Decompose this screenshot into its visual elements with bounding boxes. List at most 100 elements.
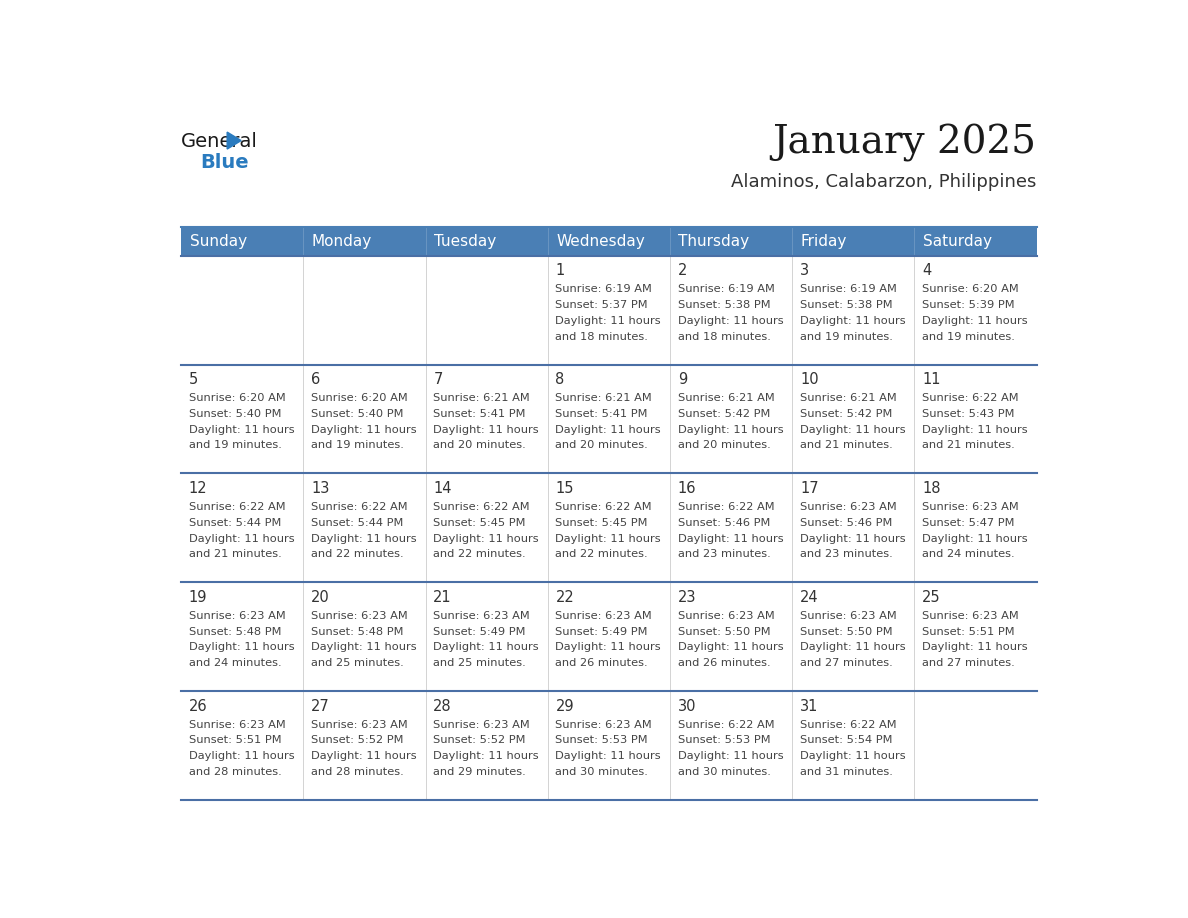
Text: and 23 minutes.: and 23 minutes. <box>800 549 892 559</box>
Text: Sunset: 5:52 PM: Sunset: 5:52 PM <box>434 735 526 745</box>
Text: 10: 10 <box>800 373 819 387</box>
Text: Sunset: 5:40 PM: Sunset: 5:40 PM <box>311 409 404 419</box>
Text: Sunset: 5:38 PM: Sunset: 5:38 PM <box>677 300 770 310</box>
Text: Blue: Blue <box>201 152 249 172</box>
Text: and 26 minutes.: and 26 minutes. <box>556 658 649 668</box>
Text: Daylight: 11 hours: Daylight: 11 hours <box>311 751 417 761</box>
Polygon shape <box>227 132 241 149</box>
Text: 19: 19 <box>189 590 207 605</box>
Text: Sunrise: 6:22 AM: Sunrise: 6:22 AM <box>434 502 530 512</box>
Text: Sunrise: 6:22 AM: Sunrise: 6:22 AM <box>677 502 775 512</box>
Text: Daylight: 11 hours: Daylight: 11 hours <box>556 316 661 326</box>
Text: Sunset: 5:53 PM: Sunset: 5:53 PM <box>556 735 649 745</box>
Text: and 23 minutes.: and 23 minutes. <box>677 549 771 559</box>
Text: Sunrise: 6:21 AM: Sunrise: 6:21 AM <box>556 393 652 403</box>
Text: Daylight: 11 hours: Daylight: 11 hours <box>189 643 295 653</box>
Text: Sunrise: 6:22 AM: Sunrise: 6:22 AM <box>189 502 285 512</box>
Text: 18: 18 <box>922 481 941 496</box>
Text: 20: 20 <box>311 590 330 605</box>
Text: General: General <box>181 131 258 151</box>
Text: 26: 26 <box>189 699 208 714</box>
Text: and 19 minutes.: and 19 minutes. <box>922 331 1015 341</box>
Text: Daylight: 11 hours: Daylight: 11 hours <box>556 533 661 543</box>
Text: and 20 minutes.: and 20 minutes. <box>556 441 649 451</box>
Text: 30: 30 <box>677 699 696 714</box>
Text: Sunset: 5:49 PM: Sunset: 5:49 PM <box>434 627 526 636</box>
Text: Sunrise: 6:23 AM: Sunrise: 6:23 AM <box>311 720 407 730</box>
Text: and 25 minutes.: and 25 minutes. <box>311 658 404 668</box>
Text: Daylight: 11 hours: Daylight: 11 hours <box>311 425 417 434</box>
Bar <box>181 474 1037 582</box>
Text: 12: 12 <box>189 481 208 496</box>
Text: Sunday: Sunday <box>190 234 247 249</box>
Text: Sunrise: 6:22 AM: Sunrise: 6:22 AM <box>311 502 407 512</box>
Text: Sunrise: 6:23 AM: Sunrise: 6:23 AM <box>189 610 285 621</box>
Text: 28: 28 <box>434 699 451 714</box>
Text: Sunrise: 6:23 AM: Sunrise: 6:23 AM <box>800 502 897 512</box>
Text: Daylight: 11 hours: Daylight: 11 hours <box>556 751 661 761</box>
Text: 25: 25 <box>922 590 941 605</box>
Text: Daylight: 11 hours: Daylight: 11 hours <box>800 643 905 653</box>
Text: Sunset: 5:45 PM: Sunset: 5:45 PM <box>434 518 526 528</box>
Text: Daylight: 11 hours: Daylight: 11 hours <box>434 425 539 434</box>
Text: and 24 minutes.: and 24 minutes. <box>922 549 1015 559</box>
Text: Sunrise: 6:23 AM: Sunrise: 6:23 AM <box>556 610 652 621</box>
Text: Sunrise: 6:22 AM: Sunrise: 6:22 AM <box>677 720 775 730</box>
Text: 24: 24 <box>800 590 819 605</box>
Text: Tuesday: Tuesday <box>434 234 497 249</box>
Text: Daylight: 11 hours: Daylight: 11 hours <box>800 425 905 434</box>
Text: and 21 minutes.: and 21 minutes. <box>800 441 892 451</box>
Text: and 22 minutes.: and 22 minutes. <box>434 549 526 559</box>
Text: and 19 minutes.: and 19 minutes. <box>311 441 404 451</box>
Text: 29: 29 <box>556 699 574 714</box>
Text: Daylight: 11 hours: Daylight: 11 hours <box>189 425 295 434</box>
Text: Sunset: 5:44 PM: Sunset: 5:44 PM <box>311 518 404 528</box>
Text: Sunset: 5:51 PM: Sunset: 5:51 PM <box>189 735 282 745</box>
Text: and 22 minutes.: and 22 minutes. <box>311 549 404 559</box>
Text: 13: 13 <box>311 481 329 496</box>
Text: Daylight: 11 hours: Daylight: 11 hours <box>677 643 783 653</box>
Text: Sunset: 5:48 PM: Sunset: 5:48 PM <box>311 627 404 636</box>
Text: and 31 minutes.: and 31 minutes. <box>800 767 893 777</box>
Text: Sunrise: 6:20 AM: Sunrise: 6:20 AM <box>922 285 1019 294</box>
Text: 11: 11 <box>922 373 941 387</box>
Text: Sunrise: 6:23 AM: Sunrise: 6:23 AM <box>434 720 530 730</box>
Text: Sunrise: 6:19 AM: Sunrise: 6:19 AM <box>677 285 775 294</box>
Text: Monday: Monday <box>311 234 372 249</box>
Text: Sunrise: 6:19 AM: Sunrise: 6:19 AM <box>800 285 897 294</box>
Text: 21: 21 <box>434 590 451 605</box>
Text: Sunrise: 6:21 AM: Sunrise: 6:21 AM <box>434 393 530 403</box>
Text: and 30 minutes.: and 30 minutes. <box>556 767 649 777</box>
Text: Sunset: 5:42 PM: Sunset: 5:42 PM <box>677 409 770 419</box>
Text: 17: 17 <box>800 481 819 496</box>
Text: Sunset: 5:37 PM: Sunset: 5:37 PM <box>556 300 649 310</box>
Text: Daylight: 11 hours: Daylight: 11 hours <box>677 751 783 761</box>
Text: Sunrise: 6:19 AM: Sunrise: 6:19 AM <box>556 285 652 294</box>
Text: Daylight: 11 hours: Daylight: 11 hours <box>922 316 1028 326</box>
Text: Daylight: 11 hours: Daylight: 11 hours <box>800 533 905 543</box>
Text: Sunset: 5:46 PM: Sunset: 5:46 PM <box>800 518 892 528</box>
Text: Sunset: 5:52 PM: Sunset: 5:52 PM <box>311 735 404 745</box>
Text: 9: 9 <box>677 373 687 387</box>
Text: 27: 27 <box>311 699 330 714</box>
Text: and 18 minutes.: and 18 minutes. <box>556 331 649 341</box>
Text: and 20 minutes.: and 20 minutes. <box>434 441 526 451</box>
Text: Sunset: 5:50 PM: Sunset: 5:50 PM <box>677 627 770 636</box>
Text: Sunrise: 6:23 AM: Sunrise: 6:23 AM <box>677 610 775 621</box>
Text: Daylight: 11 hours: Daylight: 11 hours <box>800 751 905 761</box>
Bar <box>181 364 1037 474</box>
Text: Sunrise: 6:21 AM: Sunrise: 6:21 AM <box>677 393 775 403</box>
Text: Wednesday: Wednesday <box>556 234 645 249</box>
Text: 8: 8 <box>556 373 564 387</box>
Text: 5: 5 <box>189 373 198 387</box>
Text: 16: 16 <box>677 481 696 496</box>
Text: Sunrise: 6:21 AM: Sunrise: 6:21 AM <box>800 393 897 403</box>
Text: Alaminos, Calabarzon, Philippines: Alaminos, Calabarzon, Philippines <box>732 174 1037 191</box>
Text: and 28 minutes.: and 28 minutes. <box>311 767 404 777</box>
Text: Sunset: 5:40 PM: Sunset: 5:40 PM <box>189 409 282 419</box>
Text: Sunset: 5:51 PM: Sunset: 5:51 PM <box>922 627 1015 636</box>
Text: Thursday: Thursday <box>678 234 750 249</box>
Text: Daylight: 11 hours: Daylight: 11 hours <box>922 533 1028 543</box>
Text: Sunrise: 6:20 AM: Sunrise: 6:20 AM <box>311 393 407 403</box>
Text: and 19 minutes.: and 19 minutes. <box>800 331 893 341</box>
